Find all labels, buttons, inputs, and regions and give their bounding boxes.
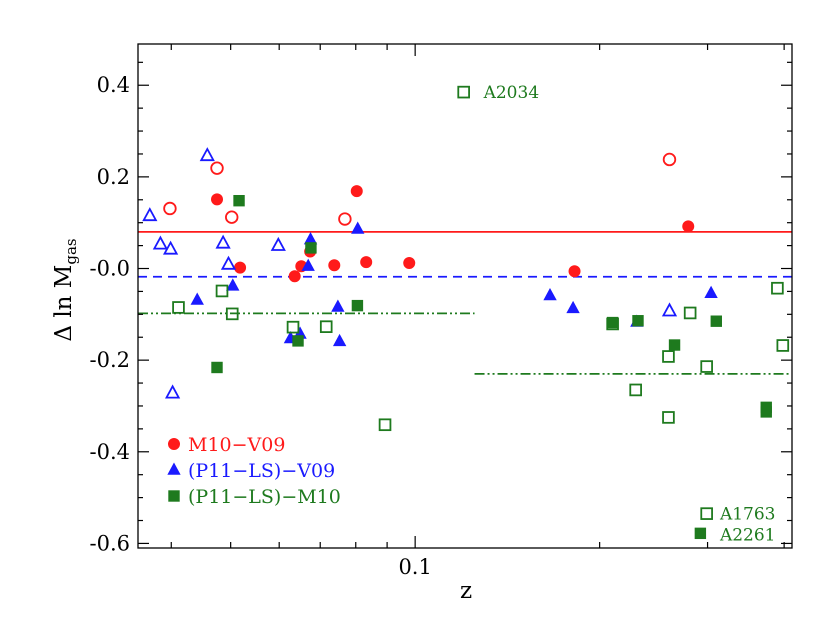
circle-filled-point-7	[350, 185, 363, 198]
triangle-filled-point-10	[543, 287, 557, 301]
circle-filled-point-3	[288, 270, 301, 283]
circle-open-point-5	[662, 152, 677, 167]
y-tick-label: 0.2	[97, 165, 130, 189]
circle-filled-point-11	[682, 220, 695, 233]
axes: 0.4 0.2 -0.0 -0.2 -0.4 -0.6 0.1	[90, 43, 793, 579]
circle-open-point-4	[338, 212, 352, 226]
square-filled-point-2	[233, 194, 245, 207]
circle-open-point-1	[163, 201, 177, 216]
circle-filled-point-8	[360, 256, 373, 269]
square-filled-point-1	[211, 361, 223, 374]
triangle-open-point-6	[215, 234, 231, 249]
triangle-filled-point-1	[190, 292, 204, 305]
triangle-filled-point-9	[351, 221, 365, 234]
square-open-point-10	[662, 411, 675, 424]
legend-triangle-marker	[167, 462, 181, 475]
y-axis-label-main: Δ ln M	[51, 265, 77, 342]
triangle-filled-point-13	[704, 285, 718, 298]
legend-label-1: M10−V09	[188, 434, 285, 456]
circle-filled-point-9	[403, 257, 416, 270]
legend-label-2: (P11−LS)−V09	[188, 460, 335, 482]
square-filled-point-12	[694, 527, 707, 540]
square-open-point-5	[319, 320, 333, 333]
y-tick-label: -0.6	[90, 531, 131, 555]
square-open-point-8	[606, 317, 619, 331]
y-tick-label: 0.4	[97, 73, 130, 97]
triangle-open-point-9	[661, 302, 678, 317]
square-open-point-2	[215, 284, 229, 298]
square-filled-point-8	[668, 339, 681, 351]
legend: M10−V09 (P11−LS)−V09 (P11−LS)−M10	[167, 434, 341, 508]
legend-label-3: (P11−LS)−M10	[188, 486, 341, 508]
legend-circle-marker	[168, 438, 180, 450]
triangle-filled-point-7	[331, 299, 345, 312]
triangle-open-point-2	[152, 235, 169, 250]
square-filled-point-11	[760, 406, 772, 418]
triangle-open-point-8	[270, 236, 286, 251]
x-tick-label: 0.1	[398, 555, 431, 579]
square-open-point-9	[629, 383, 642, 397]
square-open-point-11	[662, 350, 675, 363]
annotation-label-a2261: A2261	[719, 525, 776, 545]
square-open-point-15	[776, 339, 790, 352]
triangle-open-point-7	[220, 255, 237, 270]
square-filled-point-3	[292, 335, 304, 347]
square-open-point-12	[683, 306, 697, 320]
triangle-open-point-5	[199, 147, 215, 162]
square-filled-point-9	[710, 315, 722, 327]
square-open-point-6	[378, 418, 392, 432]
circle-open-point-2	[210, 161, 224, 175]
triangle-filled-point-5	[301, 258, 315, 271]
circle-filled-point-1	[211, 193, 224, 206]
square-open-point-13	[700, 360, 713, 373]
square-open-point-16	[700, 507, 713, 520]
square-open-point-1	[172, 301, 185, 314]
square-filled-point-5	[351, 299, 364, 312]
data-markers	[142, 85, 790, 540]
plot-frame	[137, 43, 793, 549]
y-tick-label: -0.0	[90, 257, 131, 281]
triangle-filled-point-11	[566, 300, 580, 314]
square-open-point-4	[286, 320, 300, 334]
circle-filled-point-6	[328, 259, 341, 272]
y-tick-label: -0.2	[90, 348, 131, 372]
annotation-label-a2034: A2034	[483, 83, 540, 103]
reference-lines	[138, 230, 792, 375]
square-open-point-7	[457, 85, 470, 99]
square-open-point-14	[771, 281, 784, 295]
x-axis-label: z	[460, 578, 472, 604]
triangle-filled-point-2	[226, 278, 240, 291]
square-filled-point-7	[632, 315, 644, 327]
y-axis-label: Δ ln Mgas	[51, 238, 80, 341]
y-tick-label: -0.4	[90, 440, 131, 464]
triangle-open-point-3	[162, 240, 179, 255]
square-open-point-3	[225, 307, 239, 321]
annotation-label-a1763: A1763	[719, 505, 776, 525]
triangle-open-point-1	[142, 207, 158, 222]
circle-filled-point-2	[234, 261, 247, 274]
square-filled-point-4	[305, 242, 317, 254]
circle-open-point-3	[225, 210, 239, 224]
circle-filled-point-10	[568, 265, 581, 278]
legend-square-marker	[168, 490, 180, 502]
y-axis-label-subscript: gas	[62, 238, 80, 264]
triangle-open-point-4	[164, 384, 181, 399]
triangle-filled-point-8	[332, 333, 347, 347]
